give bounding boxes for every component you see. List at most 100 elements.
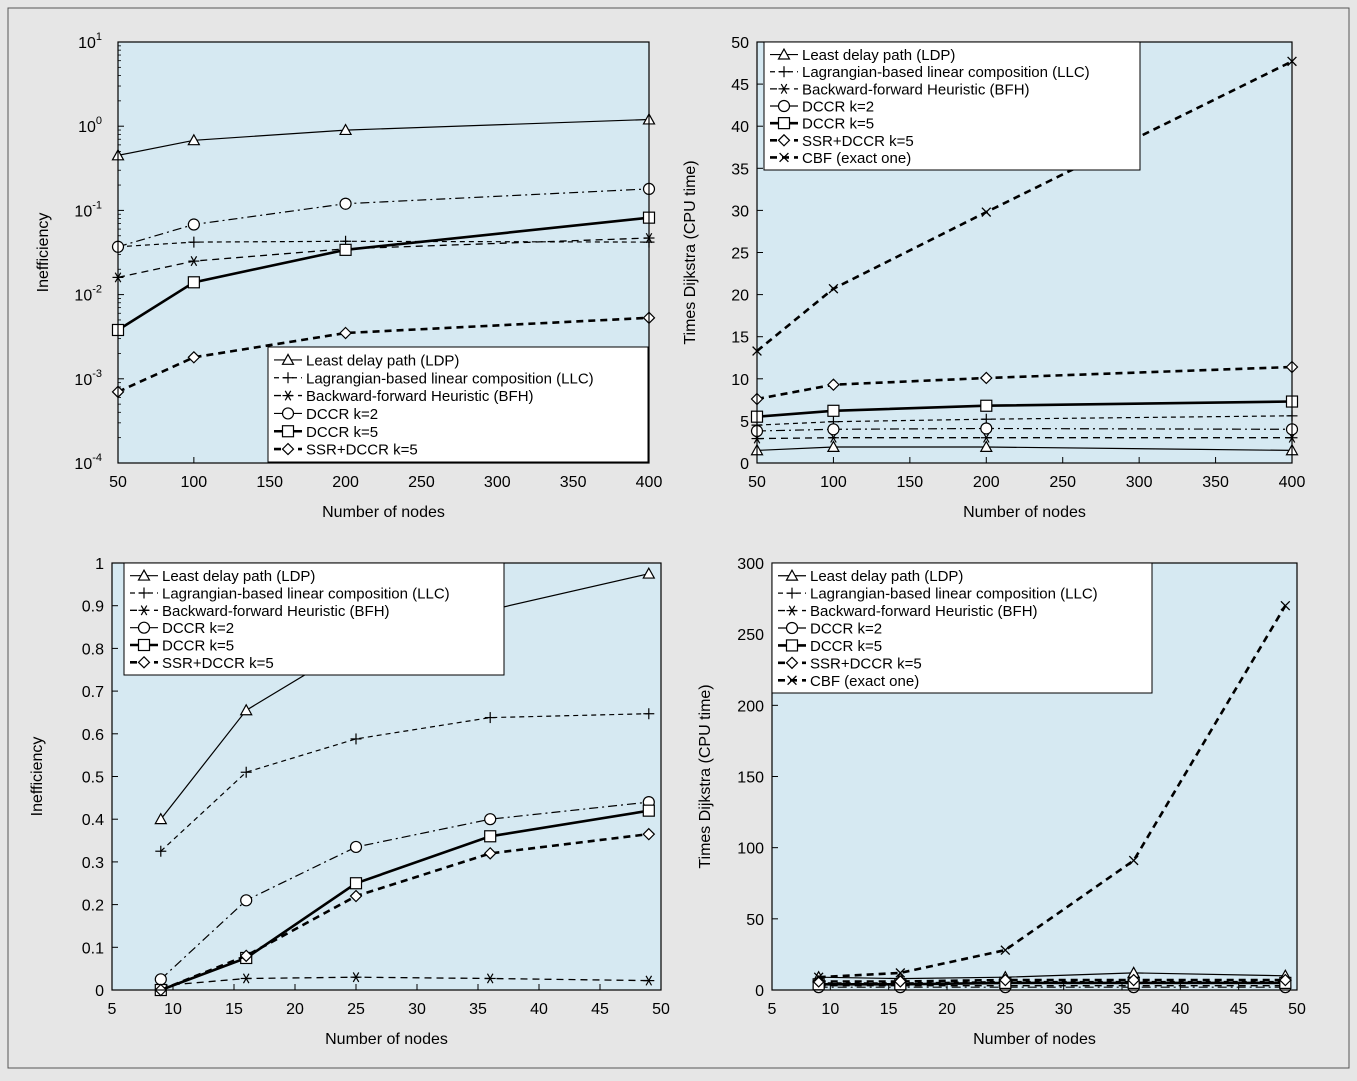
x-tick-label: 350 xyxy=(1202,474,1229,491)
legend-label: SSR+DCCR k=5 xyxy=(306,442,418,459)
x-tick-label: 45 xyxy=(1230,1001,1248,1018)
legend-marker xyxy=(777,99,791,113)
y-tick-label: 0.5 xyxy=(82,770,104,787)
x-tick-label: 50 xyxy=(748,474,766,491)
legend-marker xyxy=(281,353,295,365)
legend-box xyxy=(123,562,505,676)
legend-marker xyxy=(778,66,790,78)
legend-label: Lagrangian-based linear composition (LLC… xyxy=(162,586,450,603)
y-tick-label: 25 xyxy=(731,246,749,263)
data-point xyxy=(339,326,352,340)
y-tick-label: 0.6 xyxy=(82,727,104,744)
data-point xyxy=(349,840,363,854)
legend-marker xyxy=(779,152,789,163)
data-point xyxy=(484,830,497,843)
legend-marker xyxy=(281,442,295,456)
legend-label: Backward-forward Heuristic (BFH) xyxy=(306,388,534,405)
data-point xyxy=(642,566,656,579)
legend: Least delay path (LDP)Lagrangian-based l… xyxy=(123,562,505,676)
y-tick-label: 0.2 xyxy=(82,898,104,915)
series-line xyxy=(756,60,1293,353)
data-point xyxy=(240,766,252,778)
series-line xyxy=(818,980,1286,984)
x-tick-label: 30 xyxy=(408,1001,426,1018)
x-tick-label: 35 xyxy=(469,1001,487,1018)
x-tick-label: 25 xyxy=(347,1001,365,1018)
data-point xyxy=(893,975,907,988)
x-tick-label: 400 xyxy=(1279,474,1306,491)
series-line xyxy=(117,316,650,393)
y-tick-label: 0.1 xyxy=(82,940,104,957)
x-tick-label: 25 xyxy=(996,1001,1014,1018)
x-tick-label: 200 xyxy=(332,474,359,491)
data-point xyxy=(187,133,201,146)
data-point xyxy=(1127,973,1141,987)
data-point xyxy=(827,378,840,392)
legend-marker xyxy=(786,587,798,599)
data-point xyxy=(339,197,352,210)
x-tick-label: 350 xyxy=(560,474,587,491)
y-tick-label: 0.4 xyxy=(82,812,104,829)
legend-marker xyxy=(785,621,799,635)
legend-label: Least delay path (LDP) xyxy=(162,568,315,585)
y-tick-label: 10-1 xyxy=(74,199,102,220)
legend-label: DCCR k=2 xyxy=(162,620,234,637)
legend-marker xyxy=(785,568,799,581)
y-tick-label: 0 xyxy=(95,983,104,1000)
y-tick-label: 50 xyxy=(746,912,764,929)
x-tick-label: 5 xyxy=(768,1001,777,1018)
legend-label: SSR+DCCR k=5 xyxy=(802,133,914,150)
y-tick-label: 0.3 xyxy=(82,855,104,872)
data-point xyxy=(187,218,200,231)
y-tick-label: 10-2 xyxy=(74,284,102,305)
legend-marker xyxy=(777,117,791,130)
legend-box xyxy=(267,346,649,463)
x-tick-label: 15 xyxy=(880,1001,898,1018)
series-line xyxy=(756,446,1293,451)
y-tick-label: 50 xyxy=(731,35,749,52)
data-point xyxy=(350,733,362,745)
legend-label: Least delay path (LDP) xyxy=(306,352,459,369)
series-line xyxy=(117,216,650,332)
legend-marker xyxy=(778,83,790,94)
data-point xyxy=(980,399,993,412)
series-line xyxy=(756,415,1293,426)
series-line xyxy=(756,400,1293,418)
x-tick-label: 300 xyxy=(1126,474,1153,491)
y-tick-label: 0.7 xyxy=(82,684,104,701)
y-tick-label: 250 xyxy=(737,627,764,644)
y-tick-label: 15 xyxy=(731,330,749,347)
chart-4: 5 10 15 20 25 30 35 40 45 50 0 50 100 150 200 250 300 Num… xyxy=(697,556,1306,1048)
series-line xyxy=(117,237,650,279)
data-point xyxy=(642,804,655,817)
legend-label: CBF (exact one) xyxy=(810,673,919,690)
data-point xyxy=(339,123,353,136)
data-point xyxy=(643,708,655,720)
y-axis-label: Inefficiency xyxy=(35,213,52,293)
x-tick-label: 300 xyxy=(484,474,511,491)
data-point xyxy=(339,243,352,256)
data-point xyxy=(979,440,993,453)
x-tick-label: 15 xyxy=(225,1001,243,1018)
legend-marker xyxy=(138,605,150,616)
data-point xyxy=(154,973,167,986)
x-tick-label: 45 xyxy=(591,1001,609,1018)
data-point xyxy=(979,371,993,385)
series-line xyxy=(756,437,1292,440)
legend-label: Least delay path (LDP) xyxy=(802,47,955,64)
x-tick-label: 40 xyxy=(530,1001,548,1018)
x-tick-label: 10 xyxy=(164,1001,182,1018)
legend-label: DCCR k=5 xyxy=(306,424,378,441)
legend: Least delay path (LDP)Lagrangian-based l… xyxy=(771,562,1153,694)
x-tick-label: 50 xyxy=(109,474,127,491)
legend-marker xyxy=(282,390,294,401)
data-point xyxy=(188,236,200,248)
legend-label: CBF (exact one) xyxy=(802,150,911,167)
y-tick-label: 100 xyxy=(78,115,102,136)
y-tick-label: 35 xyxy=(731,161,749,178)
data-point xyxy=(980,422,993,435)
legend-label: DCCR k=5 xyxy=(802,116,874,133)
legend-label: SSR+DCCR k=5 xyxy=(162,655,274,672)
legend-marker xyxy=(282,372,294,384)
y-tick-label: 150 xyxy=(737,770,764,787)
